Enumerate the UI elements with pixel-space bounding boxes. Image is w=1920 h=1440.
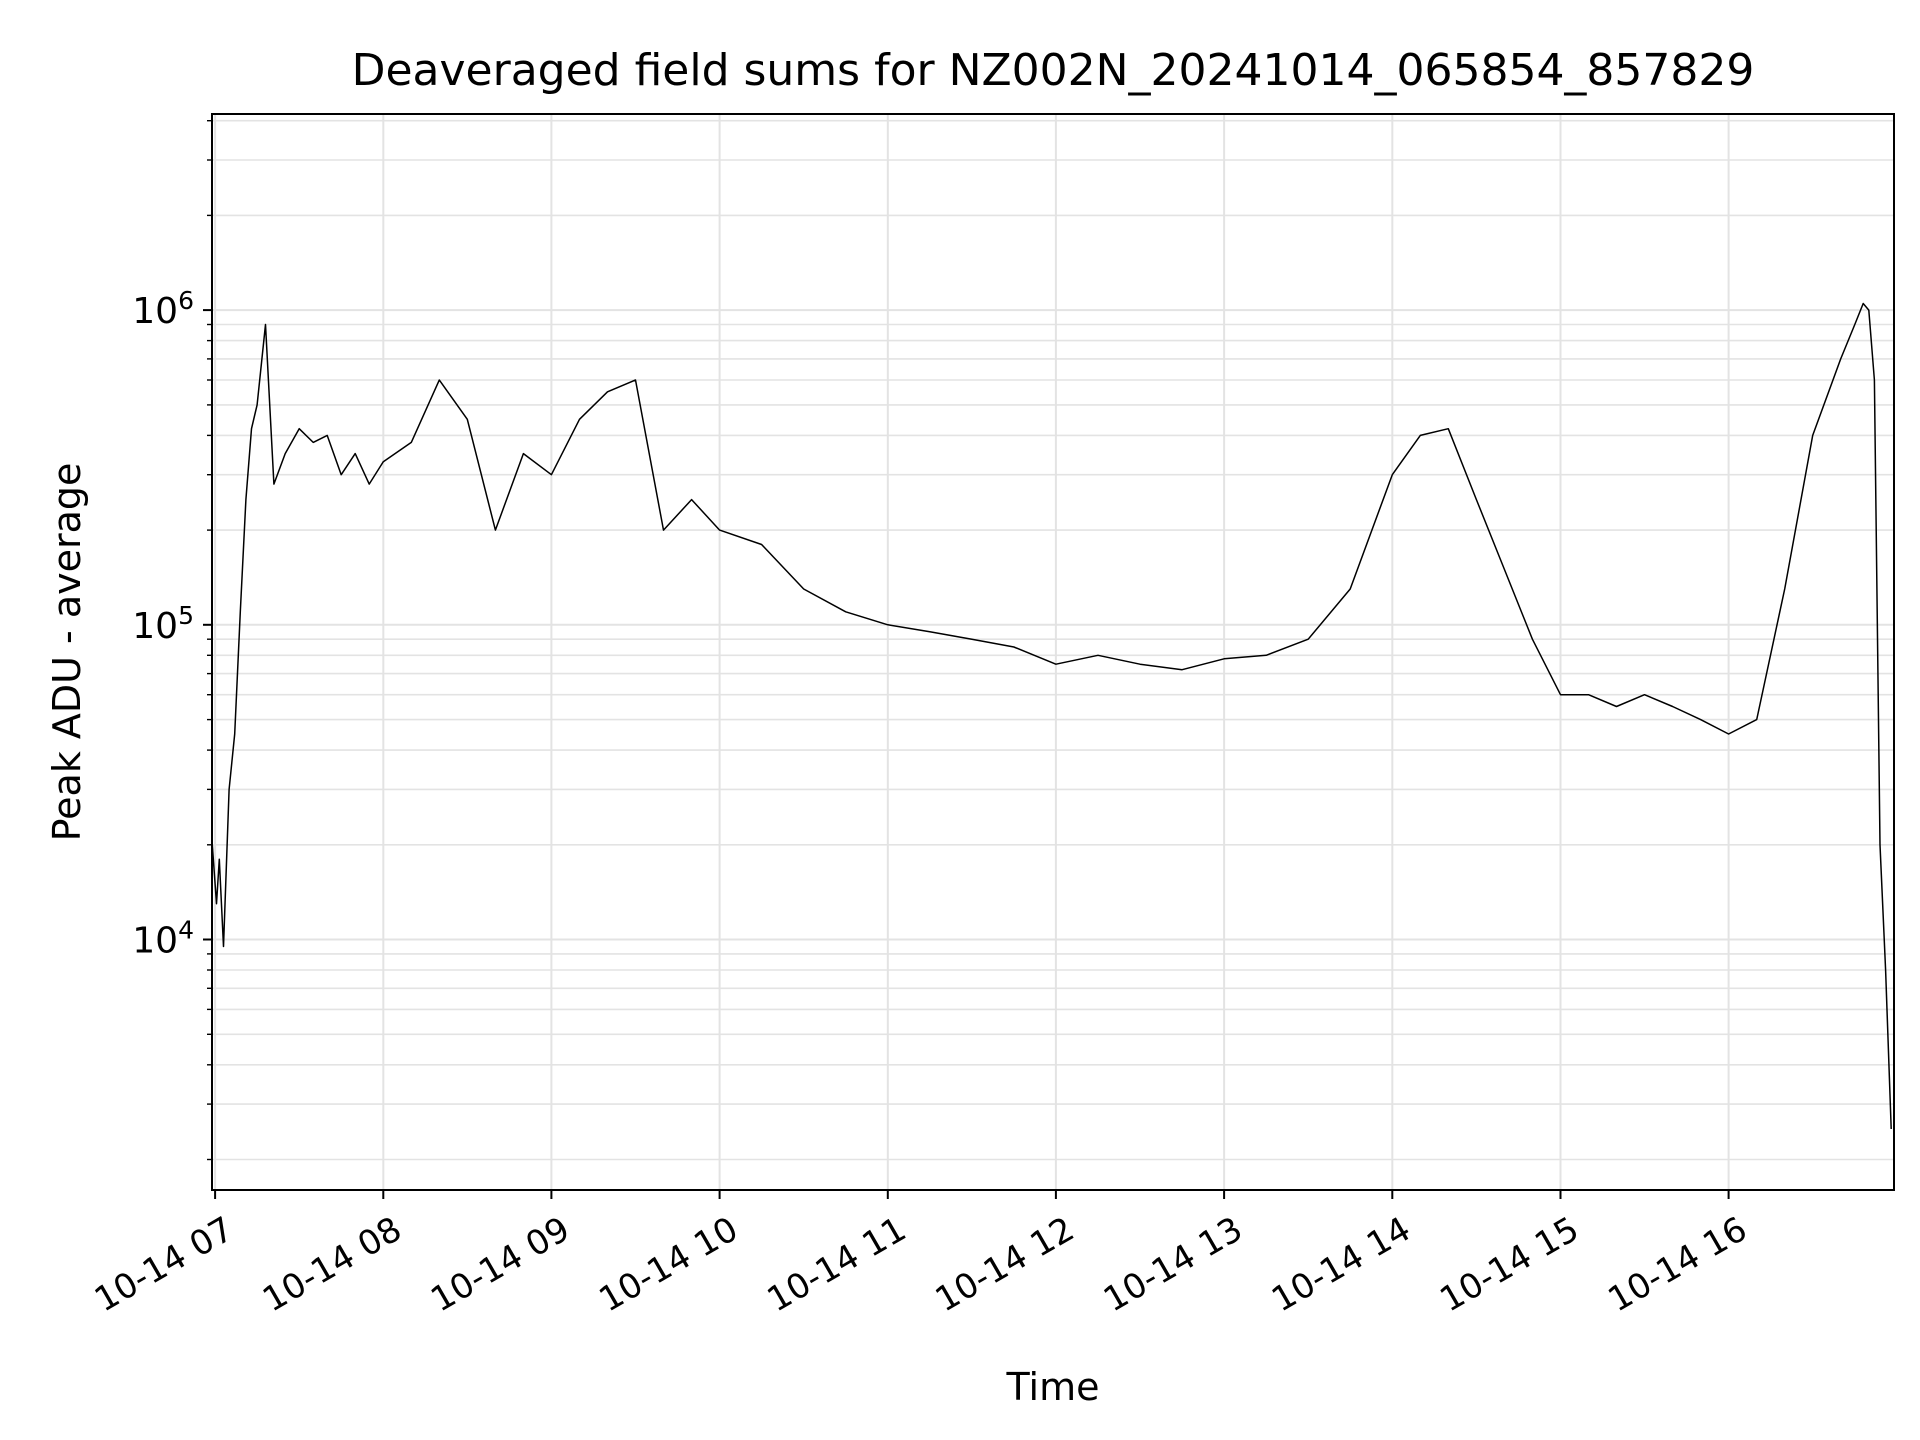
y-tick-label: 106 [132, 286, 194, 332]
series-line [211, 302, 1892, 1130]
plot-frame [211, 113, 1895, 1191]
y-tick-label: 104 [132, 916, 194, 962]
data-layer [211, 302, 1892, 1130]
chart-title: Deaveraged field sums for NZ002N_2024101… [352, 45, 1755, 96]
y-tick-label: 105 [132, 601, 194, 647]
y-axis-label: Peak ADU - average [45, 463, 89, 842]
x-axis-label: Time [1006, 1365, 1100, 1409]
grid [212, 114, 1894, 1190]
